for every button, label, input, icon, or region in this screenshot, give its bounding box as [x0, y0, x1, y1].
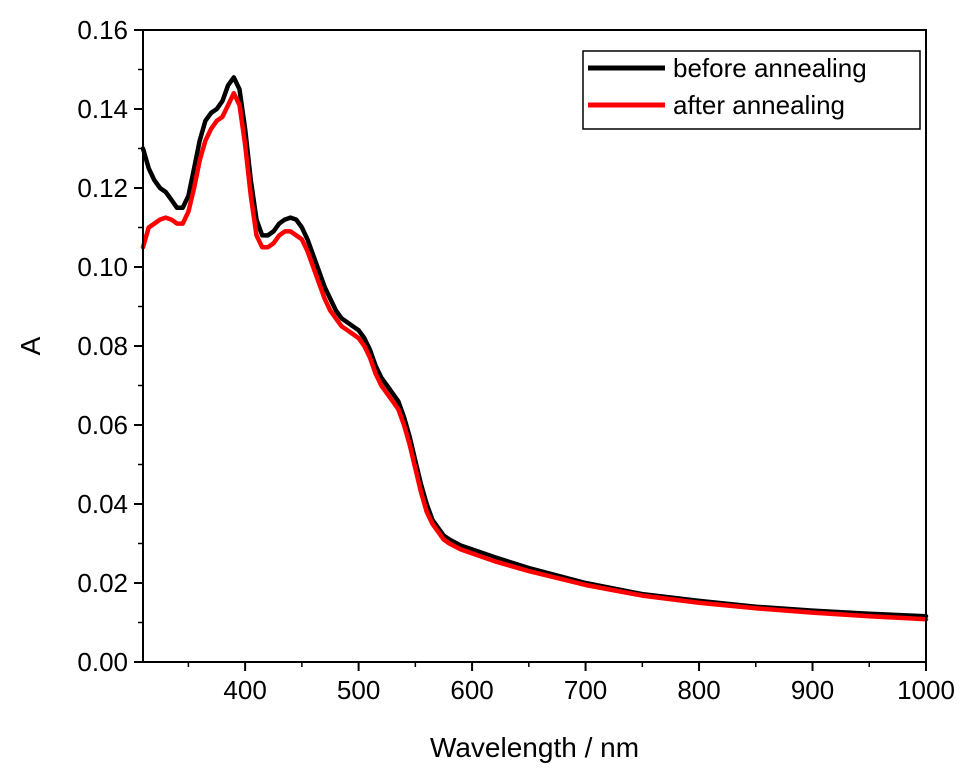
x-tick-label: 400 [223, 675, 266, 705]
legend: before annealing after annealing [582, 50, 921, 130]
x-tick-label: 1000 [897, 675, 955, 705]
x-tick-label: 500 [337, 675, 380, 705]
y-tick-label: 0.06 [77, 410, 128, 440]
x-axis-title: Wavelength / nm [430, 732, 639, 763]
y-tick-label: 0.12 [77, 173, 128, 203]
legend-label-1: before annealing [673, 53, 867, 83]
series-line-2 [140, 90, 929, 622]
y-tick-label: 0.02 [77, 568, 128, 598]
y-tick-label: 0.16 [77, 15, 128, 45]
series-line-1 [140, 75, 929, 619]
legend-label-2: after annealing [673, 90, 845, 120]
x-axis: 400 500 600 700 800 900 1000 [187, 662, 955, 705]
y-tick-label: 0.00 [77, 647, 128, 677]
legend-box [582, 50, 921, 130]
y-tick-label: 0.14 [77, 94, 128, 124]
x-tick-label: 800 [677, 675, 720, 705]
series-layer [140, 75, 929, 622]
x-tick-label: 600 [450, 675, 493, 705]
y-axis-title: A [15, 336, 46, 355]
x-tick-label: 700 [564, 675, 607, 705]
y-tick-label: 0.08 [77, 331, 128, 361]
y-tick-label: 0.10 [77, 252, 128, 282]
y-tick-label: 0.04 [77, 489, 128, 519]
y-axis: 0.00 0.02 0.04 0.06 0.08 0.10 0.12 0.14 0.16 [77, 15, 143, 677]
x-tick-label: 900 [791, 675, 834, 705]
